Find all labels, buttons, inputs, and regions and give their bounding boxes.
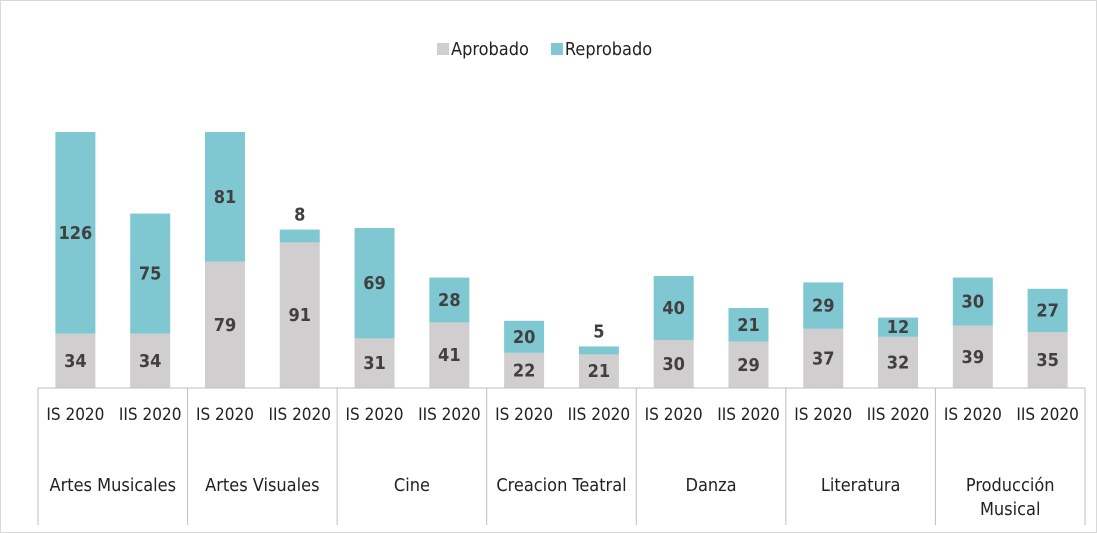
bar-segment	[1027, 332, 1068, 388]
x-tick-label: IS 2020	[495, 405, 554, 425]
bar-segment	[504, 320, 545, 353]
bar-segment	[878, 336, 919, 388]
bar-segment	[878, 317, 919, 337]
bar-segment	[429, 322, 470, 388]
data-label: 126	[58, 223, 92, 244]
data-label: 28	[438, 290, 461, 311]
data-label: 79	[214, 315, 237, 336]
data-label: 69	[363, 273, 386, 294]
data-label: 12	[887, 317, 910, 338]
bar-segment	[578, 346, 619, 355]
bar-segment	[204, 132, 245, 262]
data-label: 35	[1036, 350, 1059, 371]
x-tick-label: IS 2020	[195, 405, 254, 425]
legend-swatch	[437, 43, 449, 55]
bar-segment	[204, 261, 245, 388]
group-label: Artes Musicales	[49, 475, 177, 496]
bar-segment	[803, 328, 844, 388]
bar-segment	[55, 333, 96, 388]
x-tick-label: IIS 2020	[418, 405, 481, 425]
group-label: Producción Musical	[965, 475, 1055, 520]
data-label: 8	[294, 205, 305, 226]
bar-segment	[952, 277, 993, 326]
bar-segment	[354, 338, 395, 388]
data-label: 27	[1036, 300, 1059, 321]
data-label: 75	[139, 264, 162, 285]
data-label: 20	[513, 327, 536, 348]
data-label: 40	[662, 298, 685, 319]
bar-segment	[653, 340, 694, 388]
legend-swatch	[550, 43, 563, 55]
group-label: Artes Visuales	[205, 475, 320, 496]
bar-segment	[130, 213, 171, 334]
bar-segment	[653, 276, 694, 340]
data-label: 32	[887, 352, 910, 373]
data-label: 41	[438, 345, 461, 366]
x-tick-label: IS 2020	[345, 405, 404, 425]
bar-segment	[803, 282, 844, 329]
bar-segment	[354, 228, 395, 339]
data-label: 34	[64, 351, 87, 372]
bar-segment	[279, 242, 320, 388]
x-tick-label: IS 2020	[46, 405, 105, 425]
x-tick-label: IS 2020	[644, 405, 703, 425]
bar-segment	[429, 277, 470, 323]
bar-segment	[728, 308, 769, 342]
x-tick-label: IIS 2020	[717, 405, 780, 425]
data-label: 39	[962, 347, 985, 368]
legend-label: Aprobado	[451, 39, 529, 60]
bar-segment	[130, 333, 171, 388]
data-label: 29	[812, 296, 835, 317]
bar-segment	[1027, 288, 1068, 332]
bar-segment	[952, 325, 993, 388]
data-label: 34	[139, 351, 162, 372]
x-tick-label: IIS 2020	[1016, 405, 1079, 425]
data-label: 21	[588, 361, 611, 382]
legend-label: Reprobado	[565, 39, 652, 60]
bar-segment	[578, 354, 619, 388]
x-tick-label: IIS 2020	[268, 405, 331, 425]
data-label: 91	[288, 305, 311, 326]
data-label: 21	[737, 315, 760, 336]
group-label: Literatura	[820, 475, 901, 496]
group-label: Creacion Teatral	[496, 475, 627, 496]
x-tick-label: IIS 2020	[866, 405, 930, 425]
bar-segment	[504, 352, 545, 388]
data-label: 30	[962, 292, 985, 313]
bar-segment	[279, 229, 320, 243]
data-label: 31	[363, 353, 386, 374]
data-label: 81	[214, 187, 237, 208]
x-tick-label: IIS 2020	[118, 405, 182, 425]
group-label: Cine	[393, 475, 430, 496]
x-tick-label: IIS 2020	[567, 405, 631, 425]
data-label: 5	[593, 321, 604, 342]
x-tick-label: IS 2020	[943, 405, 1002, 425]
data-label: 30	[662, 354, 685, 375]
data-label: 29	[737, 355, 760, 376]
data-label: 22	[513, 360, 536, 381]
bar-segment	[55, 132, 96, 334]
group-label: Danza	[685, 475, 737, 496]
x-tick-label: IS 2020	[794, 405, 853, 425]
data-label: 37	[812, 348, 835, 369]
bar-segment	[728, 341, 769, 388]
